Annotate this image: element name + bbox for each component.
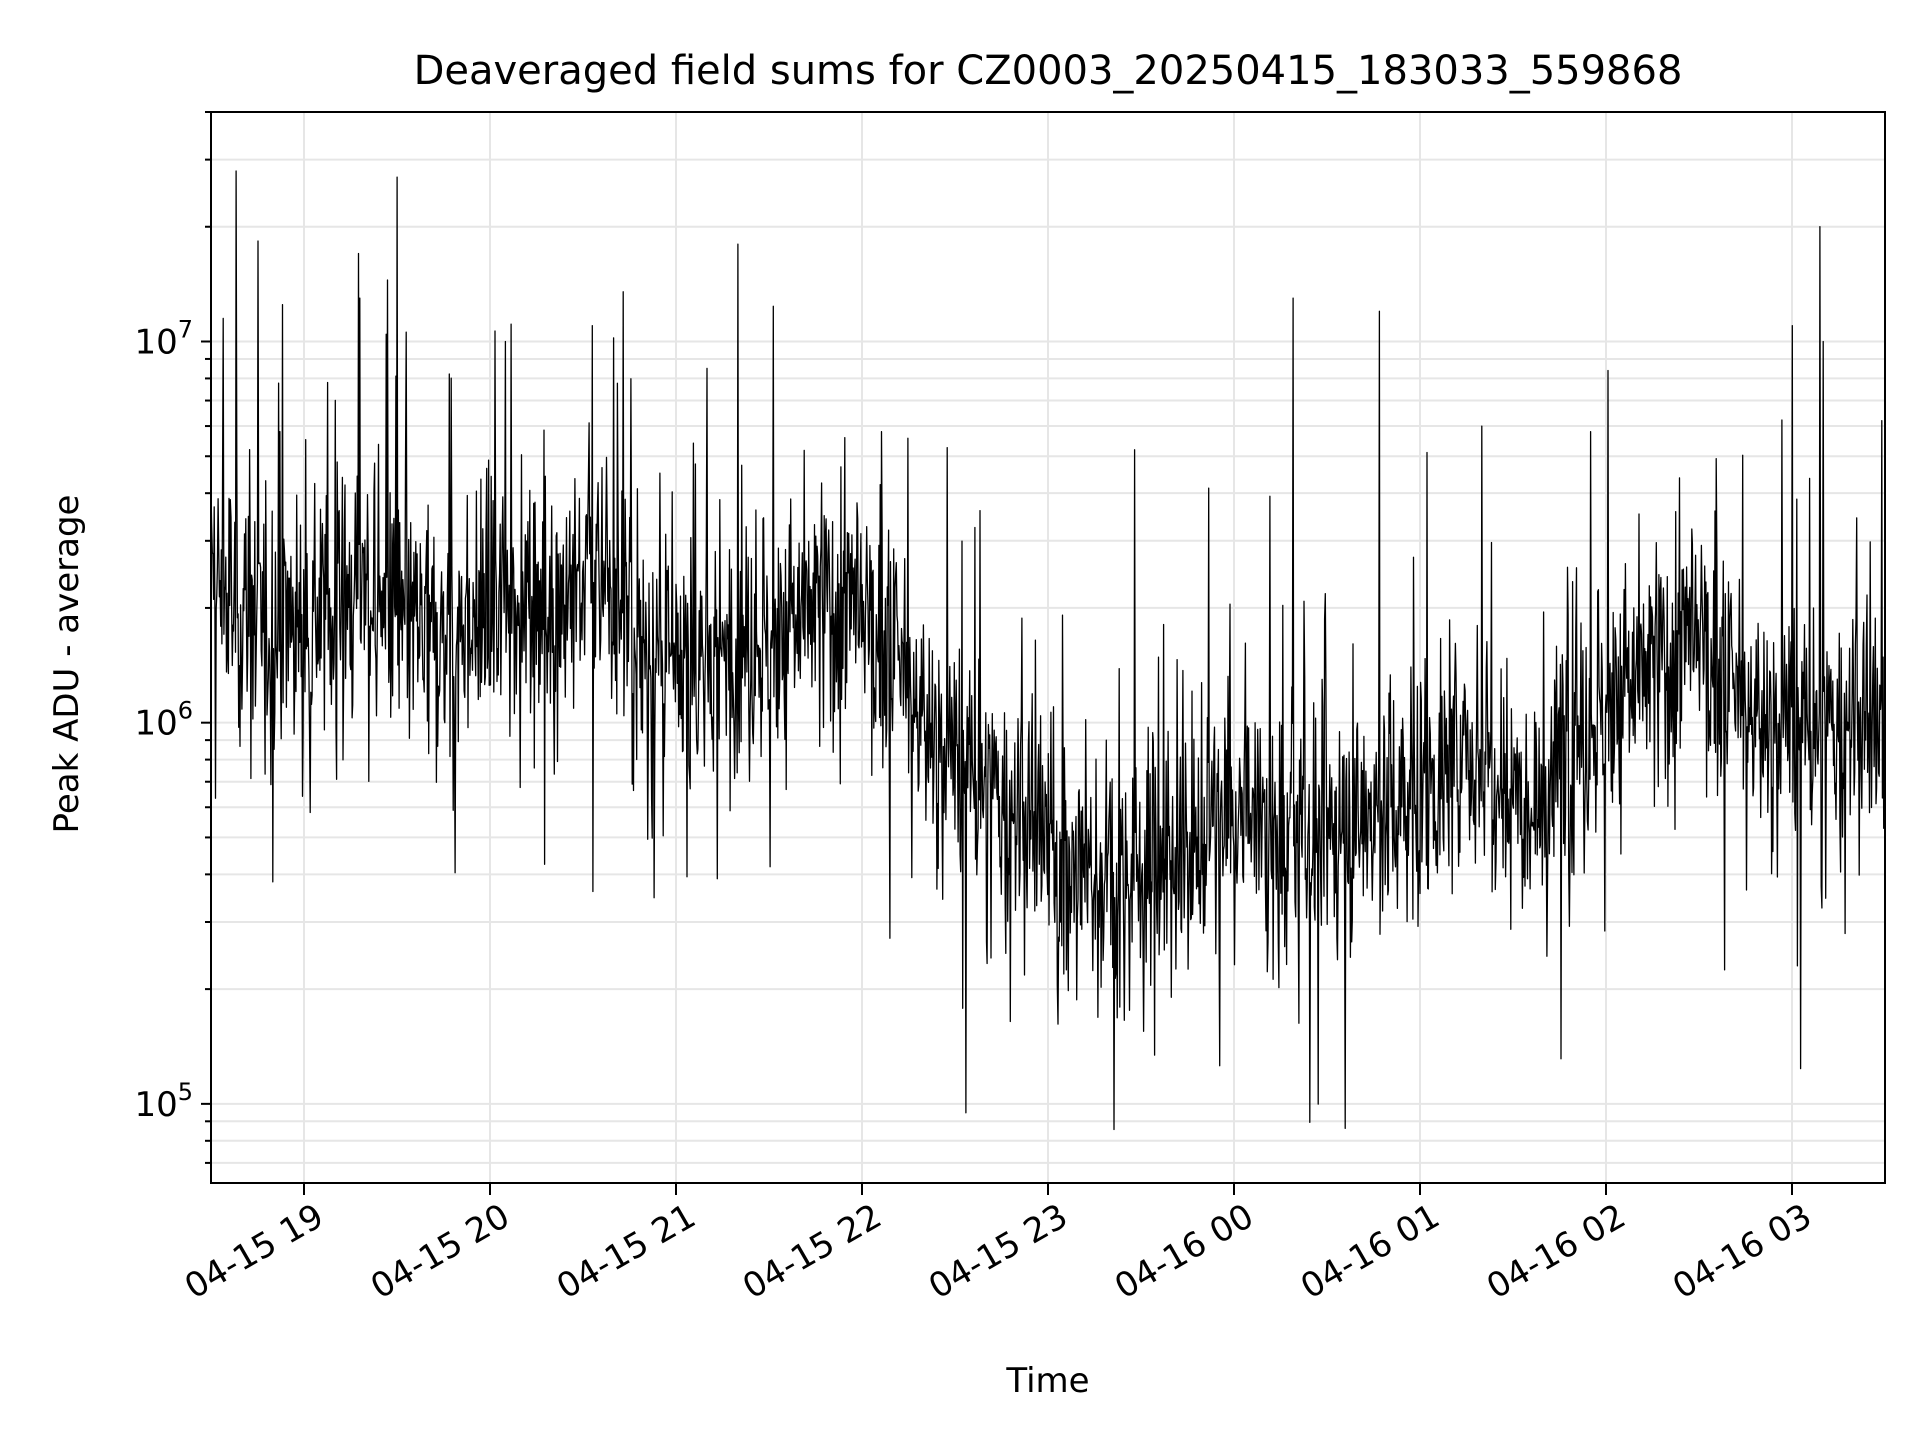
series-line [210, 170, 1886, 1131]
y-tick-label: 107 [134, 315, 193, 362]
y-tick-label: 105 [134, 1078, 193, 1125]
grid [211, 111, 1885, 1183]
series-path [210, 170, 1886, 1131]
chart-title: Deaveraged field sums for CZ0003_2025041… [414, 48, 1683, 94]
x-axis-label: Time [1005, 1361, 1089, 1401]
y-axis-label: Peak ADU - average [47, 495, 87, 834]
y-tick-label: 106 [134, 697, 193, 744]
y-axis: 105 106 107 [134, 111, 211, 1164]
